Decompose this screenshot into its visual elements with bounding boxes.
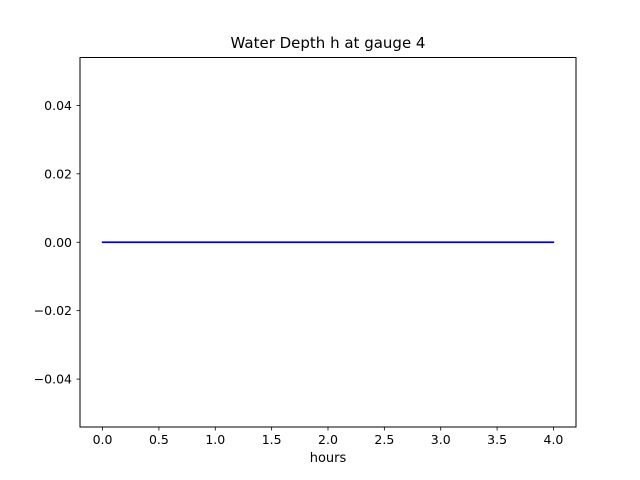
x-tick-label: 4.0 xyxy=(544,432,564,447)
x-tick-label: 0.5 xyxy=(149,432,169,447)
x-tick-label: 0.0 xyxy=(93,432,113,447)
x-tick-label: 2.5 xyxy=(374,432,394,447)
y-tick-label: 0.04 xyxy=(44,98,72,113)
x-tick-label: 3.0 xyxy=(431,432,451,447)
x-tick-label: 2.0 xyxy=(318,432,338,447)
plot-area: 0.0 0.5 1.0 1.5 2.0 2.5 3.0 3.5 4.0 −0.04 −0.02 0.0… xyxy=(34,57,577,447)
x-axis-label: hours xyxy=(310,451,347,466)
x-tick-label: 1.5 xyxy=(262,432,282,447)
chart-title: Water Depth h at gauge 4 xyxy=(231,34,426,52)
y-tick-label: −0.02 xyxy=(34,303,72,318)
x-tick-label: 3.5 xyxy=(487,432,507,447)
y-tick-label: −0.04 xyxy=(34,372,72,387)
x-tick-label: 1.0 xyxy=(205,432,225,447)
y-tick-label: 0.02 xyxy=(44,166,72,181)
y-tick-label: 0.00 xyxy=(44,235,72,250)
